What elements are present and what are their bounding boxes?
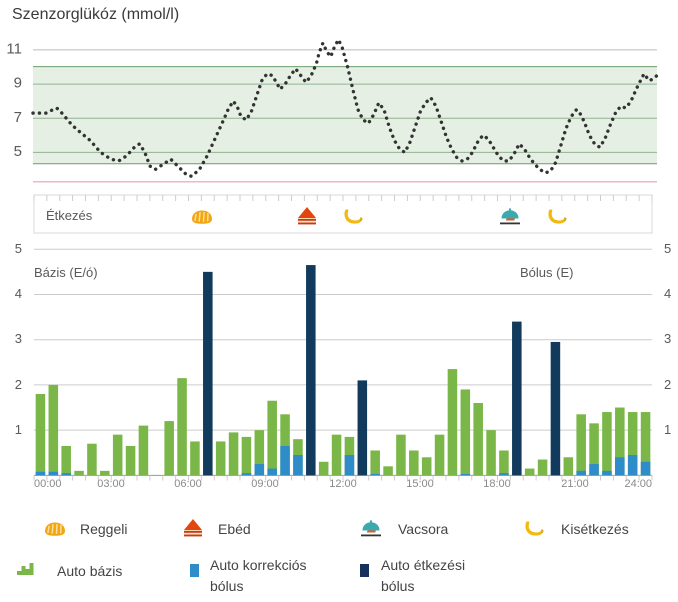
svg-text:11: 11 bbox=[6, 41, 22, 58]
svg-text:15:00: 15:00 bbox=[406, 478, 434, 490]
svg-text:bólus: bólus bbox=[381, 578, 414, 594]
svg-text:Étkezés: Étkezés bbox=[46, 208, 93, 223]
svg-text:21:00: 21:00 bbox=[561, 478, 589, 490]
svg-text:Bólus (E): Bólus (E) bbox=[520, 265, 573, 280]
svg-text:bólus: bólus bbox=[210, 578, 243, 594]
svg-text:3: 3 bbox=[15, 331, 22, 346]
svg-text:Ebéd: Ebéd bbox=[218, 521, 251, 537]
svg-text:Vacsora: Vacsora bbox=[398, 521, 449, 537]
svg-text:Reggeli: Reggeli bbox=[80, 521, 127, 537]
svg-text:5: 5 bbox=[14, 143, 22, 160]
svg-text:1: 1 bbox=[15, 422, 22, 437]
svg-text:5: 5 bbox=[664, 241, 671, 256]
svg-text:9: 9 bbox=[14, 75, 22, 92]
svg-text:4: 4 bbox=[15, 286, 22, 301]
svg-text:12:00: 12:00 bbox=[329, 478, 357, 490]
svg-text:3: 3 bbox=[664, 331, 671, 346]
svg-text:18:00: 18:00 bbox=[483, 478, 511, 490]
svg-text:1: 1 bbox=[664, 422, 671, 437]
svg-text:Kisétkezés: Kisétkezés bbox=[561, 521, 629, 537]
svg-text:09:00: 09:00 bbox=[251, 478, 279, 490]
svg-text:00:00: 00:00 bbox=[34, 478, 62, 490]
svg-text:Auto étkezési: Auto étkezési bbox=[381, 557, 465, 573]
svg-text:24:00: 24:00 bbox=[624, 478, 652, 490]
svg-text:Auto korrekciós: Auto korrekciós bbox=[210, 557, 306, 573]
svg-text:Bázis (E/ó): Bázis (E/ó) bbox=[34, 265, 98, 280]
svg-text:03:00: 03:00 bbox=[97, 478, 125, 490]
svg-text:7: 7 bbox=[14, 109, 22, 126]
svg-text:Auto bázis: Auto bázis bbox=[57, 563, 122, 579]
svg-text:2: 2 bbox=[15, 377, 22, 392]
svg-text:5: 5 bbox=[15, 241, 22, 256]
svg-text:4: 4 bbox=[664, 286, 671, 301]
svg-text:2: 2 bbox=[664, 377, 671, 392]
svg-text:06:00: 06:00 bbox=[174, 478, 202, 490]
